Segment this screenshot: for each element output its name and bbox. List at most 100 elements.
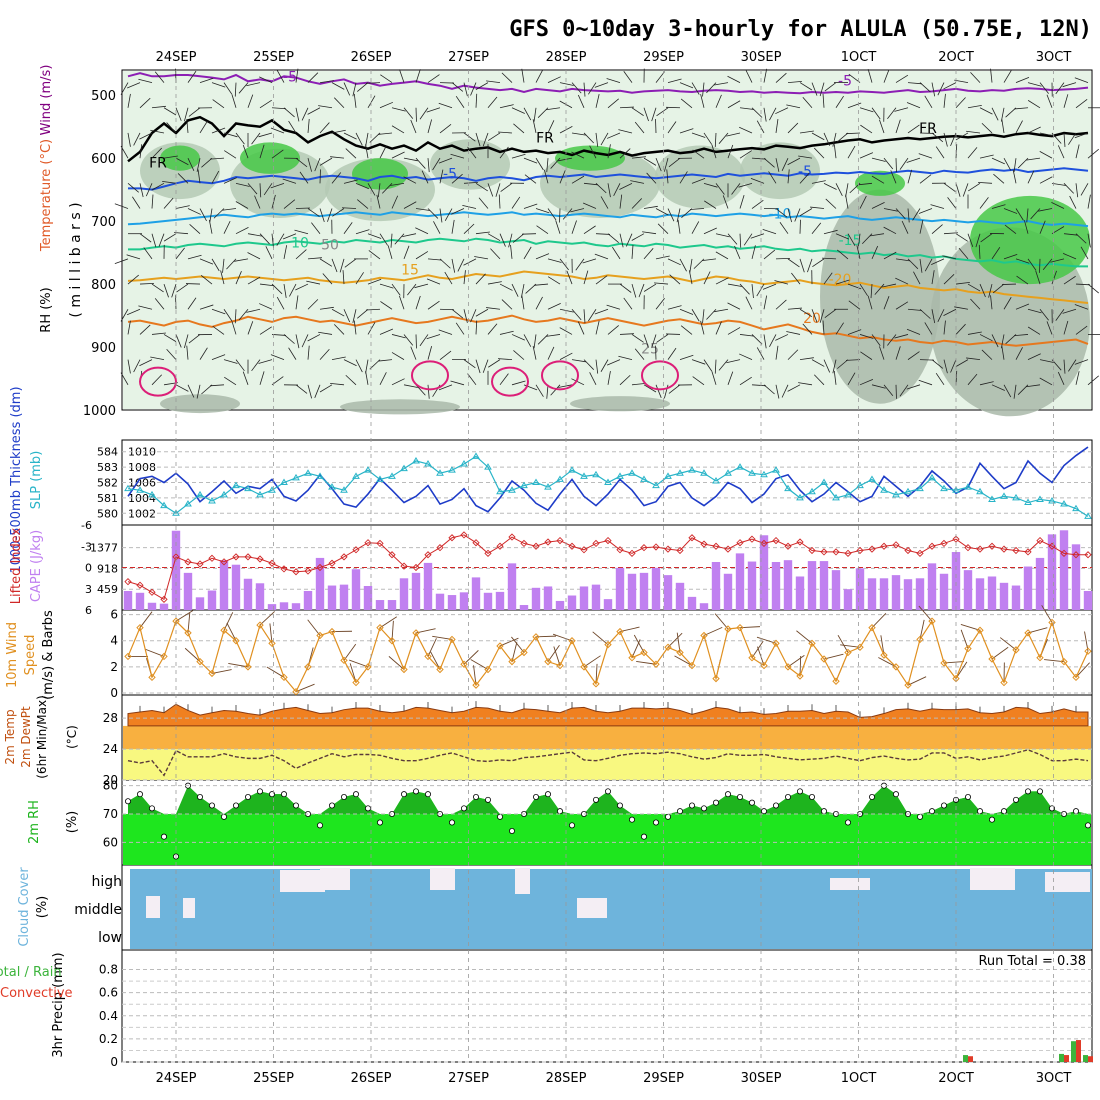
wind-barb (463, 82, 468, 97)
wind-barb (559, 170, 566, 184)
wind10-speed-point (868, 623, 876, 632)
wind-barb (823, 359, 831, 373)
thickness-point (232, 481, 240, 489)
rh2m-point (713, 799, 720, 806)
lifted-index-point (904, 546, 912, 555)
isotherm-label: FR (536, 130, 554, 146)
wind-barb (743, 233, 753, 246)
wind-barb (1026, 208, 1029, 223)
wind-barb (943, 320, 946, 335)
rh2m-point (617, 802, 624, 809)
thickness-point (904, 487, 912, 495)
wind-barb (631, 283, 637, 298)
cape-bar (435, 593, 445, 610)
panel6-ylabel-b: (%) (65, 811, 80, 834)
p1-ytick: 800 (91, 278, 116, 293)
cape-bar (243, 578, 253, 610)
wind-barb (222, 208, 237, 211)
cape-bar (951, 552, 961, 610)
wind-barb (731, 183, 741, 195)
wind10-barb (499, 637, 519, 647)
wind-barb (439, 208, 443, 223)
wind-barb (1003, 253, 1018, 260)
lifted-index-point (472, 539, 480, 547)
lifted-index-point (628, 549, 636, 557)
wind-barb (498, 194, 501, 209)
cape-bar (831, 570, 841, 610)
wind-barb (427, 158, 430, 173)
cape-bar (627, 573, 637, 610)
wind-barb (306, 280, 321, 285)
wind-barb (463, 258, 477, 266)
cape-bar (1047, 534, 1057, 610)
panel1-ylabel-temp: Temperature (°C) (39, 139, 54, 252)
wind-barb (714, 308, 729, 313)
wind-barb (1013, 384, 1017, 399)
wind-barb (209, 208, 213, 223)
wind-barb (879, 346, 885, 360)
wind10-speed-point (196, 657, 204, 666)
lifted-index-point (1000, 545, 1008, 553)
wind-barb (1075, 144, 1080, 159)
lifted-index-point (808, 546, 816, 555)
wind-barb (824, 82, 837, 92)
wind-barb (907, 258, 919, 270)
date-tick-top: 27SEP (448, 50, 489, 65)
cape-bar (819, 561, 829, 610)
wind-barb (979, 334, 993, 342)
wind-barb (470, 82, 477, 96)
wind-barb (259, 183, 262, 198)
wind-barb (1004, 224, 1017, 235)
wind-barb (283, 334, 295, 344)
wind-barb (154, 71, 165, 83)
wind-barb (607, 370, 611, 385)
wind-barb (1026, 384, 1041, 388)
wind-barb (235, 359, 245, 372)
wind-barb (547, 120, 555, 134)
wind-barb (807, 258, 813, 273)
p1-ytick: 600 (91, 152, 116, 167)
wind-barb (1050, 258, 1065, 263)
wind-barb (199, 208, 207, 222)
isotherm-label: -5 (283, 69, 297, 85)
wind-barb (1016, 275, 1029, 285)
wind-barb (246, 308, 261, 313)
wind-barb (487, 281, 502, 285)
wind-barb (691, 82, 700, 95)
wind-barb (823, 272, 833, 285)
wind-barb (127, 359, 131, 374)
wind10-speed-point (880, 651, 888, 659)
wind-barb (715, 94, 722, 108)
wind-barb (619, 182, 633, 190)
wind10-speed-point (472, 681, 480, 689)
wind-barb (1035, 270, 1041, 285)
lifted-index-point (712, 542, 720, 550)
cloud-level-high: high (91, 874, 122, 890)
wind-barb (380, 74, 393, 83)
wind10-speed-point (232, 637, 240, 645)
wind-barb (813, 147, 825, 159)
wind-barb (1063, 233, 1078, 236)
wind-barb (970, 72, 981, 83)
wind-barb (606, 132, 621, 139)
wind-barb (821, 257, 837, 260)
wind-barb (535, 296, 543, 310)
wind-barb (432, 157, 441, 171)
wind-barb (547, 258, 562, 263)
thickness-point (532, 478, 540, 485)
wind-barb (714, 359, 717, 374)
cape-bar (999, 582, 1009, 610)
wind-barb (151, 233, 157, 248)
wind-barb (739, 283, 750, 295)
lifted-index-point (844, 549, 852, 557)
wind-barb (154, 298, 165, 310)
wind-barb (762, 283, 777, 290)
wind-barb (555, 220, 561, 234)
wind-barb (511, 380, 526, 386)
rh-blob (570, 396, 670, 412)
wind-barb (631, 233, 645, 241)
wind-barb (403, 384, 418, 388)
wind-barb (319, 80, 334, 83)
wind-barb (188, 334, 201, 344)
wind10-speed-point (892, 663, 900, 671)
